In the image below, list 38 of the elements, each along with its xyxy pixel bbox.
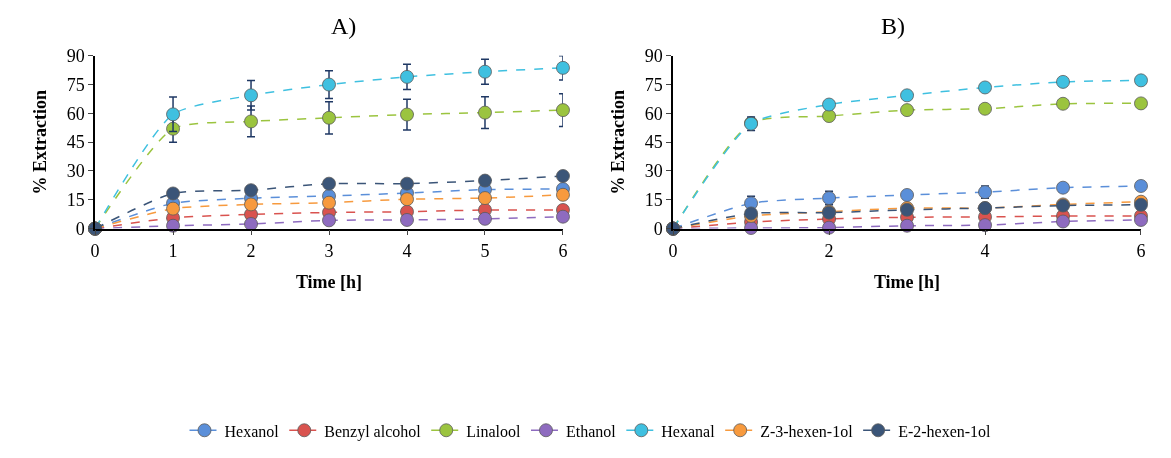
legend-label: Ethanol bbox=[565, 422, 617, 440]
y-tick-label: 15 bbox=[66, 190, 85, 211]
x-tick-label: 6 bbox=[558, 240, 568, 261]
x-tick-label: 4 bbox=[980, 240, 990, 261]
y-tick-label: 30 bbox=[644, 161, 663, 182]
x-tick-label: 6 bbox=[1136, 240, 1146, 261]
y-axis-title: % Extraction bbox=[30, 89, 51, 195]
x-tick-label: 4 bbox=[402, 240, 412, 261]
x-tick-label: 3 bbox=[324, 240, 334, 261]
legend-label: Benzyl alcohol bbox=[324, 422, 422, 441]
legend-label: Hexanol bbox=[224, 422, 280, 440]
x-tick-label: 2 bbox=[246, 240, 256, 261]
legend-label: Linalool bbox=[466, 422, 521, 440]
y-tick-label: 75 bbox=[644, 74, 663, 95]
x-tick-label: 2 bbox=[824, 240, 834, 261]
y-tick-label: 45 bbox=[66, 132, 85, 153]
y-axis-title: % Extraction bbox=[608, 89, 629, 195]
y-tick-label: 75 bbox=[66, 74, 85, 95]
y-tick-label: 0 bbox=[75, 218, 85, 239]
x-axis-title: Time [h] bbox=[295, 271, 363, 292]
legend-label: E-2-hexen-1ol bbox=[898, 422, 992, 440]
y-tick-label: 15 bbox=[644, 190, 663, 211]
x-tick-label: 5 bbox=[480, 240, 490, 261]
chart-title: B) bbox=[881, 13, 905, 39]
x-tick-label: 0 bbox=[668, 240, 678, 261]
x-tick-label: 0 bbox=[90, 240, 100, 261]
y-tick-label: 90 bbox=[644, 46, 663, 67]
y-tick-label: 0 bbox=[653, 218, 663, 239]
y-tick-label: 30 bbox=[66, 161, 85, 182]
y-tick-label: 60 bbox=[644, 103, 663, 124]
legend-label: Z-3-hexen-1ol bbox=[760, 422, 854, 440]
chart-title: A) bbox=[331, 13, 357, 39]
y-tick-label: 60 bbox=[66, 103, 85, 124]
x-axis-title: Time [h] bbox=[873, 271, 941, 292]
x-tick-label: 1 bbox=[168, 240, 178, 261]
legend-label: Hexanal bbox=[661, 422, 716, 440]
y-tick-label: 90 bbox=[66, 46, 85, 67]
y-tick-label: 45 bbox=[644, 132, 663, 153]
